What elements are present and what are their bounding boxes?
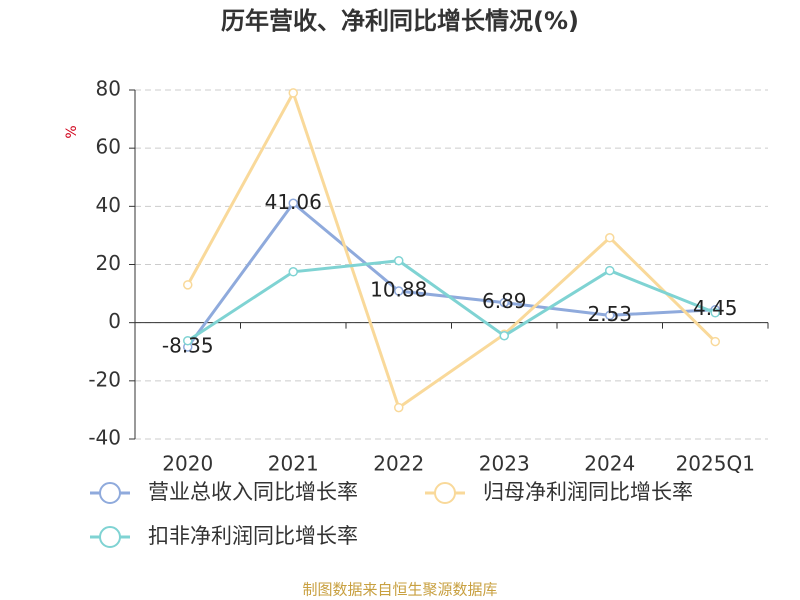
point <box>288 198 298 209</box>
data-label: 10.88 <box>370 278 427 302</box>
y-tick-label: 0 <box>108 309 121 333</box>
legend-label: 扣非净利润同比增长率 <box>148 524 358 548</box>
data-label: 6.89 <box>482 289 527 313</box>
x-tick-label: 2025Q1 <box>676 452 755 476</box>
point <box>710 308 720 318</box>
data-label: 4.45 <box>693 296 738 320</box>
x-tick-label: 2022 <box>373 452 424 476</box>
x-tick-label: 2020 <box>162 452 213 476</box>
point <box>605 310 615 321</box>
series-line <box>186 89 717 410</box>
point <box>605 265 615 276</box>
data-label: 41.06 <box>265 190 322 214</box>
point <box>183 335 193 346</box>
y-tick-label: 60 <box>96 135 121 159</box>
point <box>710 336 720 347</box>
y-tick-label: 40 <box>96 193 121 217</box>
point <box>605 232 615 243</box>
point <box>394 255 404 266</box>
x-tick-label: 2023 <box>479 452 530 476</box>
y-tick-label: 80 <box>96 77 121 101</box>
point <box>499 331 509 341</box>
legend-marker <box>434 482 456 504</box>
x-tick-label: 2024 <box>584 452 635 476</box>
y-tick-label: -20 <box>88 367 121 391</box>
point <box>288 88 298 98</box>
y-axis-label: % <box>64 125 80 138</box>
y-tick-label: -40 <box>88 426 121 450</box>
source-note: 制图数据来自恒生聚源数据库 <box>302 581 497 599</box>
x-tick-label: 2021 <box>268 452 319 476</box>
point <box>183 280 193 290</box>
chart-title: 历年营收、净利同比增长情况(%) <box>221 7 579 35</box>
point <box>499 297 509 308</box>
legend-label: 归母净利润同比增长率 <box>483 480 693 504</box>
data-label: 2.53 <box>587 302 632 326</box>
point <box>394 286 404 296</box>
point <box>394 402 404 413</box>
series-line <box>186 259 716 342</box>
data-label: -8.35 <box>162 333 214 357</box>
legend-label: 营业总收入同比增长率 <box>148 480 358 504</box>
y-tick-label: 20 <box>96 251 121 275</box>
legend-marker <box>99 526 121 548</box>
legend-marker <box>99 482 121 504</box>
point <box>288 267 298 277</box>
